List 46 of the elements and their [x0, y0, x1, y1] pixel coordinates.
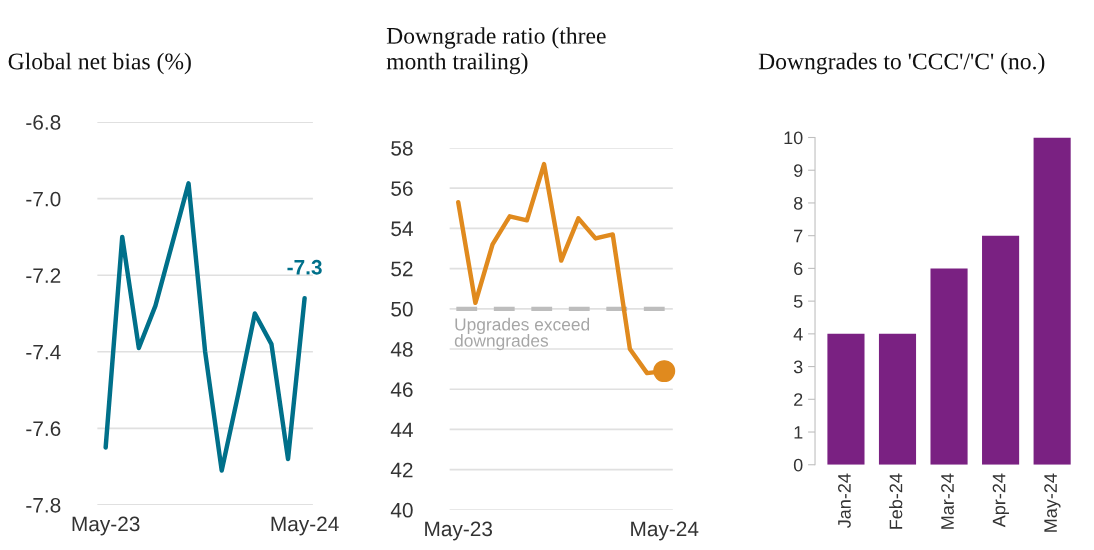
y-tick-label: -7.2 [26, 268, 61, 283]
chart-title: Downgrades to 'CCC'/'C' (no.) [758, 52, 1045, 75]
bar [982, 235, 1020, 465]
x-tick-label: May-24 [271, 516, 339, 536]
x-tick-label: Feb-24 [889, 473, 903, 529]
bar [1033, 137, 1071, 465]
y-tick-label: 6 [794, 262, 803, 276]
data-label: -7.3 [287, 259, 322, 275]
y-tick-label: -7.4 [26, 345, 61, 360]
chart-title: Downgrade ratio (three month trailing) [386, 27, 606, 75]
y-tick-label: 52 [391, 261, 413, 277]
y-tick-label: 1 [794, 426, 803, 439]
y-tick-label: -7.0 [26, 191, 61, 207]
y-tick-label: 40 [390, 502, 413, 518]
chart-title: Global net bias (%) [8, 52, 191, 75]
y-tick-label: 5 [793, 295, 803, 308]
y-tick-label: 50 [391, 301, 413, 317]
y-tick-label: 3 [793, 360, 803, 374]
bar [878, 333, 917, 465]
ref-line-label: Upgrades exceed downgrades [454, 317, 590, 351]
x-tick-label: Mar-24 [941, 473, 954, 529]
x-tick-label: May-23 [425, 521, 493, 541]
y-tick-label: 42 [390, 462, 413, 478]
y-tick-label: 4 [793, 327, 803, 341]
y-tick-label: 56 [391, 181, 413, 196]
y-tick-label: 46 [390, 382, 413, 397]
x-tick-label: May-24 [631, 521, 699, 541]
bar [827, 333, 865, 465]
y-tick-label: 54 [391, 221, 413, 237]
y-tick-label: -6.8 [26, 115, 61, 130]
y-tick-label: 10 [784, 131, 803, 145]
y-tick-label: -7.8 [26, 497, 61, 513]
x-tick-label: May-24 [1044, 473, 1061, 532]
y-tick-label: 44 [390, 422, 413, 437]
x-tick-label: May-23 [72, 516, 140, 536]
y-tick-label: -7.6 [26, 421, 61, 437]
y-tick-label: 58 [391, 140, 413, 156]
y-tick-label: 2 [794, 393, 803, 406]
y-tick-label: 9 [794, 164, 803, 177]
y-tick-label: 7 [794, 229, 803, 243]
y-tick-label: 48 [390, 342, 413, 357]
y-tick-label: 0 [793, 458, 803, 472]
x-tick-label: Jan-24 [838, 473, 851, 528]
x-tick-label: Apr-24 [992, 473, 1009, 528]
y-tick-label: 8 [793, 196, 803, 210]
bar [930, 268, 968, 465]
